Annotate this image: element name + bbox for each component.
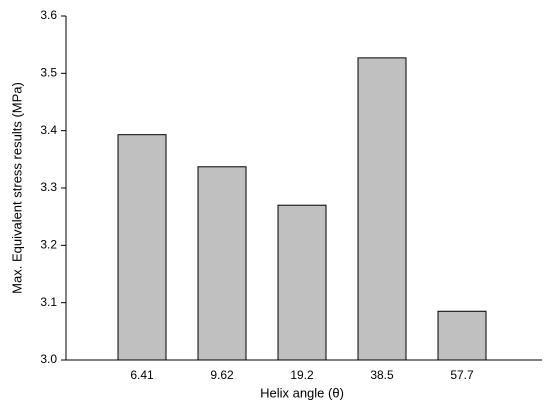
bar — [437, 310, 487, 361]
y-tick-label: 3.1 — [40, 295, 57, 309]
y-tick-label: 3.2 — [40, 238, 57, 252]
y-axis-title: Max. Equivalent stress results (MPa) — [9, 82, 24, 294]
bar — [197, 166, 247, 361]
bar — [277, 204, 327, 361]
x-tick-label: 38.5 — [370, 368, 394, 382]
x-axis-title: Helix angle (θ) — [260, 385, 344, 400]
x-tick-label: 9.62 — [210, 368, 234, 382]
y-tick-label: 3.0 — [40, 352, 57, 366]
y-tick-label: 3.4 — [40, 123, 57, 137]
y-tick-label: 3.3 — [40, 180, 57, 194]
y-tick-label: 3.5 — [40, 66, 57, 80]
bar — [117, 134, 167, 361]
bar — [357, 57, 407, 361]
x-tick-label: 6.41 — [130, 368, 154, 382]
y-tick-label: 3.6 — [40, 8, 57, 22]
x-tick-label: 57.7 — [450, 368, 474, 382]
x-tick-label: 19.2 — [290, 368, 314, 382]
